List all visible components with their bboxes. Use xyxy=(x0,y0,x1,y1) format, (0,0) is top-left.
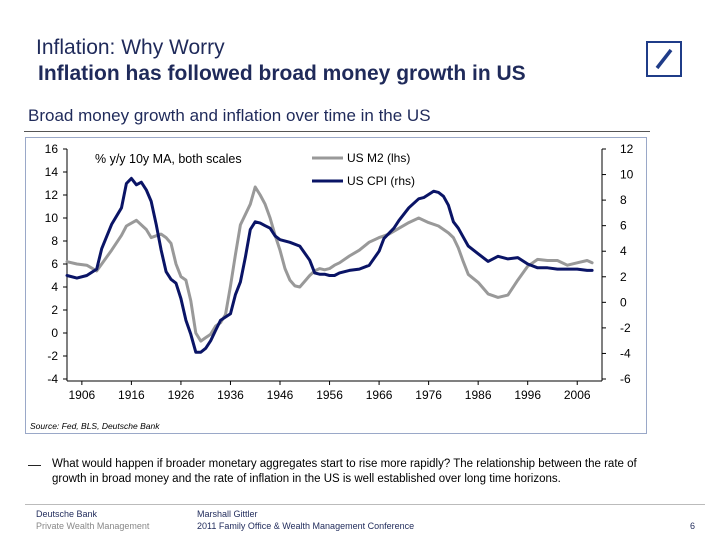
footer-company: Deutsche Bank xyxy=(36,509,98,519)
x-tick-label: 1996 xyxy=(514,388,541,402)
chart-frame xyxy=(25,137,647,434)
x-tick-label: 1926 xyxy=(168,388,195,402)
x-tick-label: 1946 xyxy=(267,388,294,402)
slide-subtitle: Inflation has followed broad money growt… xyxy=(38,62,526,85)
right-tick-label: 2 xyxy=(620,270,627,284)
left-tick-label: 0 xyxy=(51,326,58,340)
line-chart: 16 14 12 10 8 6 4 2 0 -2 -4 12 10 8 6 4 2 0 -2 -4 -6 1906 1916… xyxy=(30,142,634,431)
left-tick-label: 2 xyxy=(51,303,58,317)
x-tick-label: 2006 xyxy=(564,388,591,402)
x-tick-label: 1966 xyxy=(366,388,393,402)
legend-label-left: US M2 (lhs) xyxy=(347,151,410,165)
note-bullet: — xyxy=(28,457,41,472)
x-tick-label: 1956 xyxy=(316,388,343,402)
right-tick-label: 10 xyxy=(620,168,634,182)
section-title: Broad money growth and inflation over ti… xyxy=(28,106,431,125)
chart-source: Source: Fed, BLS, Deutsche Bank xyxy=(30,421,160,431)
footer-event: 2011 Family Office & Wealth Management C… xyxy=(197,521,415,531)
logo-slash-icon xyxy=(655,48,673,70)
x-tick-label: 1906 xyxy=(69,388,96,402)
right-tick-label: 8 xyxy=(620,193,627,207)
right-tick-label: 6 xyxy=(620,219,627,233)
section-divider xyxy=(24,131,650,132)
left-tick-label: 6 xyxy=(51,257,58,271)
footer-divider xyxy=(25,504,705,505)
x-tick-label: 1986 xyxy=(465,388,492,402)
left-tick-label: 10 xyxy=(45,211,59,225)
right-tick-label: -2 xyxy=(620,321,631,335)
slide-title: Inflation: Why Worry xyxy=(36,36,225,59)
note-text: What would happen if broader monetary ag… xyxy=(52,458,637,485)
left-tick-label: 4 xyxy=(51,280,58,294)
x-tick-label: 1916 xyxy=(118,388,145,402)
right-tick-label: -6 xyxy=(620,372,631,386)
right-tick-label: 4 xyxy=(620,244,627,258)
left-tick-label: 16 xyxy=(45,142,59,156)
left-tick-label: -4 xyxy=(47,372,58,386)
chart-annotation: % y/y 10y MA, both scales xyxy=(95,152,242,166)
footer-presenter: Marshall Gittler xyxy=(197,509,258,519)
right-tick-label: 12 xyxy=(620,142,634,156)
series-line-left xyxy=(65,185,594,343)
deutsche-bank-logo-icon xyxy=(646,41,682,77)
x-tick-label: 1936 xyxy=(217,388,244,402)
page-number: 6 xyxy=(690,521,696,531)
left-tick-label: 8 xyxy=(51,234,58,248)
legend-label-right: US CPI (rhs) xyxy=(347,174,415,188)
series-line-right xyxy=(65,176,594,354)
footer-division: Private Wealth Management xyxy=(36,521,150,531)
left-tick-label: 14 xyxy=(45,165,59,179)
x-tick-label: 1976 xyxy=(415,388,442,402)
left-tick-label: -2 xyxy=(47,349,58,363)
right-tick-label: 0 xyxy=(620,295,627,309)
left-tick-label: 12 xyxy=(45,188,59,202)
right-tick-label: -4 xyxy=(620,346,631,360)
